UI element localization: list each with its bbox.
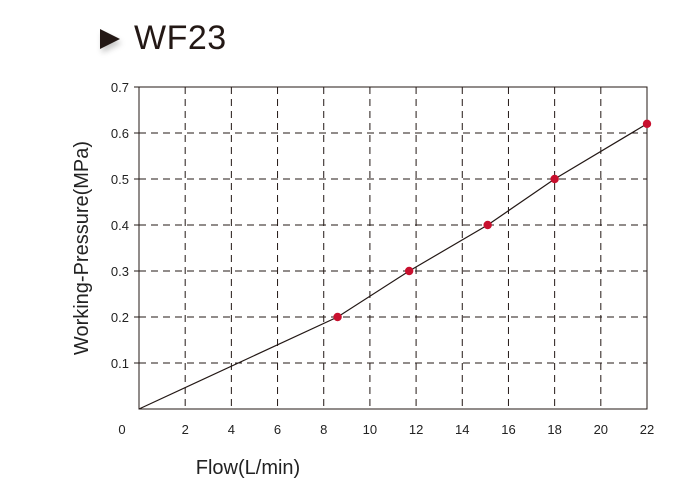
y-tick-label: 0.1 (111, 356, 129, 371)
y-axis-ticks: 0.1 0.2 0.3 0.4 0.5 0.6 0.7 (111, 80, 139, 371)
data-point (483, 220, 492, 230)
y-axis-label: Working-Pressure(MPa) (71, 141, 93, 355)
series-line (138, 123, 648, 410)
x-tick-label: 4 (228, 422, 235, 437)
x-tick-label: 14 (455, 422, 469, 437)
chart-header: WF23 (100, 14, 227, 62)
y-tick-label: 0.6 (111, 126, 129, 141)
chart-title: WF23 (134, 18, 227, 57)
y-tick-label: 0.5 (111, 172, 129, 187)
series (138, 119, 652, 410)
x-tick-label: 20 (594, 422, 608, 437)
y-tick-label: 0.2 (111, 310, 129, 325)
x-tick-label: 10 (363, 422, 377, 437)
y-tick-label: 0.7 (111, 80, 129, 95)
data-point (404, 266, 414, 276)
x-axis-label: Flow(L/min) (196, 457, 300, 479)
x-tick-label: 18 (547, 422, 561, 437)
data-point (550, 174, 559, 184)
x-tick-label: 8 (320, 422, 327, 437)
x-tick-label: 16 (501, 422, 515, 437)
data-point (333, 312, 342, 322)
y-tick-label: 0.4 (111, 218, 129, 233)
x-tick-label: 2 (182, 422, 189, 437)
x-tick-label: 12 (409, 422, 423, 437)
x-tick-label: 0 (118, 422, 125, 437)
grid (139, 87, 647, 409)
plot-frame (138, 86, 648, 410)
x-axis-ticks: 0 2 4 6 8 10 12 14 16 18 20 22 (118, 422, 654, 437)
play-triangle-icon (100, 29, 120, 49)
y-tick-label: 0.3 (111, 264, 129, 279)
data-point (642, 119, 652, 128)
x-tick-label: 22 (640, 422, 654, 437)
x-tick-label: 6 (274, 422, 281, 437)
